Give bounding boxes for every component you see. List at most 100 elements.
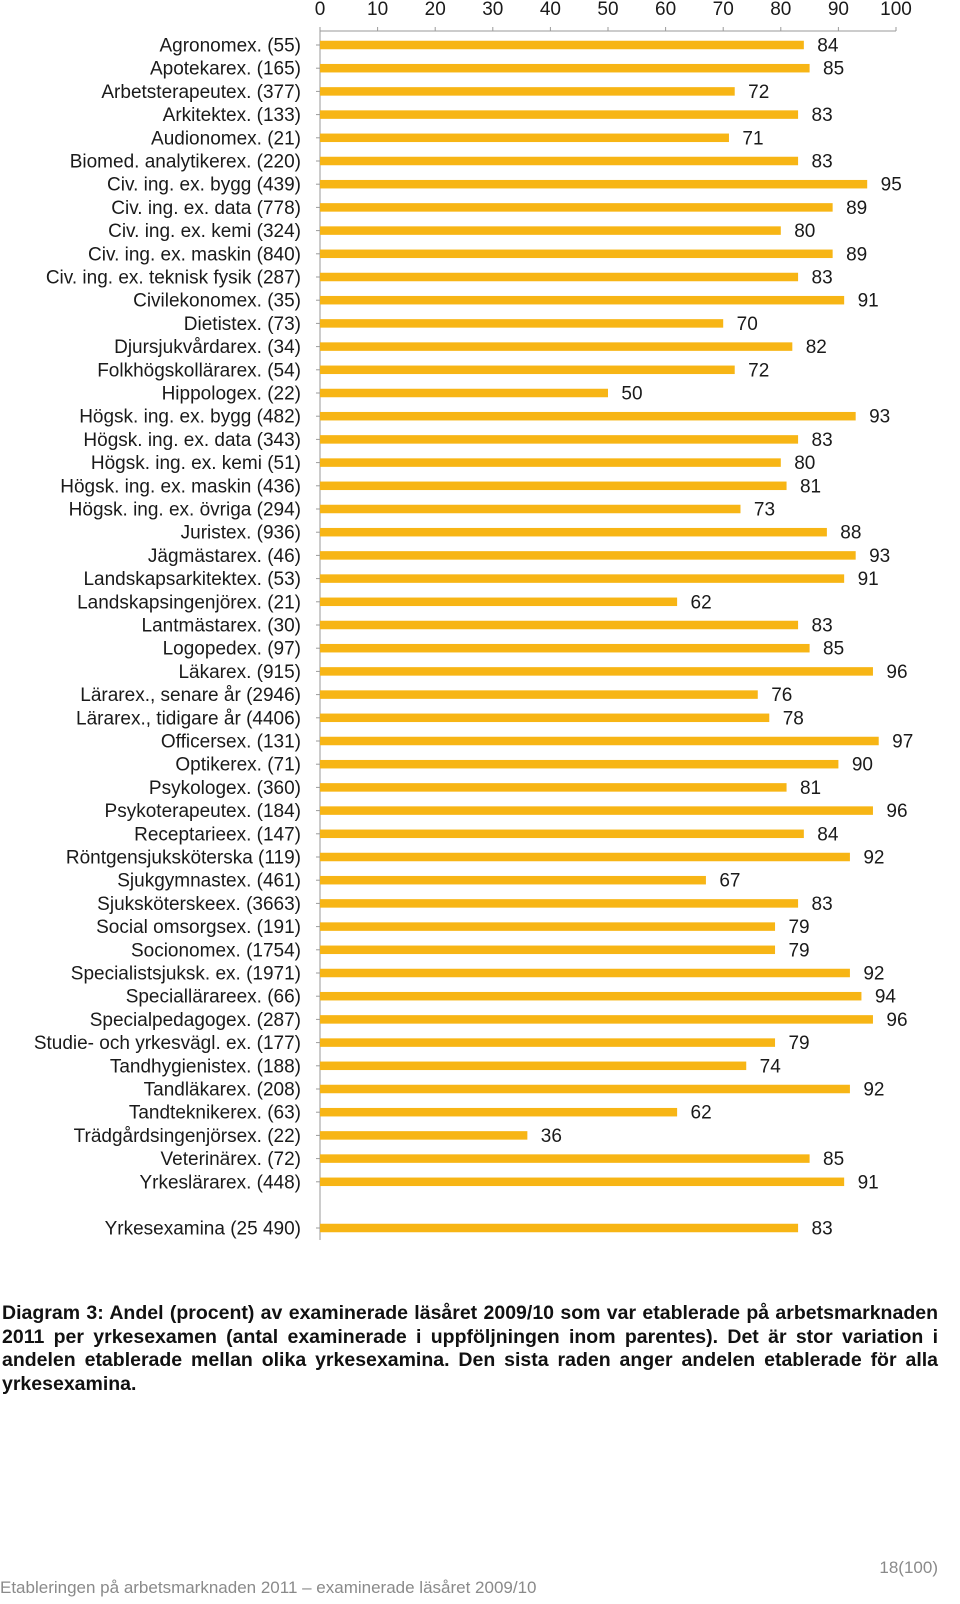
data-label: 72 [748,82,769,103]
data-label: 92 [863,1080,884,1101]
bar [320,87,735,96]
bar [320,1084,850,1094]
data-label: 81 [800,778,821,799]
bar [320,783,787,792]
category-label: Civ. ing. ex. maskin (840) [88,244,301,265]
x-tick-label: 20 [425,0,446,20]
bar [320,713,770,723]
data-label: 85 [823,639,844,660]
category-label: Jägmästarex. (46) [148,546,301,567]
category-label: Psykologex. (360) [149,778,301,799]
category-label: Landskapsarkitektex. (53) [83,569,301,590]
bar [320,365,735,375]
category-label: Tandteknikerex. (63) [129,1103,301,1124]
bar [320,597,678,607]
bar [320,620,799,630]
data-label: 91 [858,1172,879,1193]
data-label: 83 [812,268,833,289]
data-label: 97 [892,732,913,753]
x-tick-label: 10 [367,0,388,20]
category-label: Hippologex. (22) [162,384,301,405]
category-label: Studie- och yrkesvägl. ex. (177) [34,1033,301,1054]
data-label: 95 [881,175,902,196]
bar [320,481,787,491]
category-label: Röntgensjuksköterska (119) [66,848,301,869]
bar [320,435,799,444]
data-label: 96 [886,801,907,822]
bar [320,736,879,746]
bar [320,203,833,212]
bar [320,411,856,421]
bar [320,968,850,978]
category-label: Socionomex. (1754) [131,940,301,961]
category-label: Sjuksköterskeex. (3663) [97,894,301,915]
category-label: Sjukgymnastex. (461) [117,871,301,892]
bar [320,574,845,583]
bar [320,319,724,328]
data-label: 83 [812,152,833,173]
category-label: Civilekonomex. (35) [133,291,301,312]
category-label: Högsk. ing. ex. bygg (482) [79,407,301,428]
data-label: 92 [863,964,884,985]
category-label: Logopedex. (97) [163,639,301,660]
data-label-total: 83 [812,1219,833,1240]
bar [320,991,862,1001]
data-label: 83 [812,105,833,126]
data-label: 83 [812,430,833,451]
bar [320,156,799,166]
data-label: 83 [812,616,833,637]
bar [320,1177,845,1187]
bar [320,226,781,235]
category-label: Arkitektex. (133) [163,105,301,126]
data-label: 85 [823,1149,844,1170]
category-label: Officersex. (131) [161,732,301,753]
data-label: 74 [760,1056,782,1077]
category-label: Yrkeslärarex. (448) [139,1172,301,1193]
x-tick-label: 60 [655,0,676,20]
x-tick-label: 40 [540,0,561,20]
bar [320,388,608,398]
data-label: 79 [788,917,809,938]
data-label: 82 [806,337,827,358]
data-label: 70 [737,314,758,335]
bar [320,504,741,514]
data-label: 85 [823,59,844,80]
data-label: 67 [719,871,740,892]
x-tick-label: 0 [315,0,326,20]
data-label: 71 [742,128,763,149]
bar [320,110,799,119]
bar [320,272,799,282]
category-label: Biomed. analytikerex. (220) [70,152,301,173]
data-label: 62 [691,592,712,613]
data-label: 92 [863,848,884,869]
data-label: 80 [794,453,815,474]
data-label: 50 [621,384,642,405]
data-label: 88 [840,523,861,544]
data-label: 78 [783,708,804,729]
x-tick-label: 90 [828,0,849,20]
data-label: 96 [886,662,907,683]
bar [320,40,804,50]
category-label: Juristex. (936) [181,523,301,544]
category-label: Apotekarex. (165) [150,59,301,80]
data-label: 36 [541,1126,562,1147]
category-label: Civ. ing. ex. bygg (439) [107,175,301,196]
bar [320,551,856,560]
x-tick-label: 70 [713,0,734,20]
bar [320,922,776,931]
category-label: Dietistex. (73) [184,314,301,335]
category-label: Agronomex. (55) [159,36,301,57]
category-label: Lärarex., senare år (2946) [80,685,301,706]
category-label: Högsk. ing. ex. kemi (51) [91,453,301,474]
data-label: 83 [812,894,833,915]
bar [320,690,758,699]
data-label: 81 [800,476,821,497]
bar [320,179,868,189]
category-label: Tandhygienistex. (188) [110,1056,301,1077]
category-label: Trädgårdsingenjörsex. (22) [74,1126,301,1147]
category-label: Arbetsterapeutex. (377) [101,82,301,103]
bar [320,875,706,885]
category-label: Veterinärex. (72) [161,1149,301,1170]
data-label: 93 [869,407,890,428]
data-label: 91 [858,569,879,590]
